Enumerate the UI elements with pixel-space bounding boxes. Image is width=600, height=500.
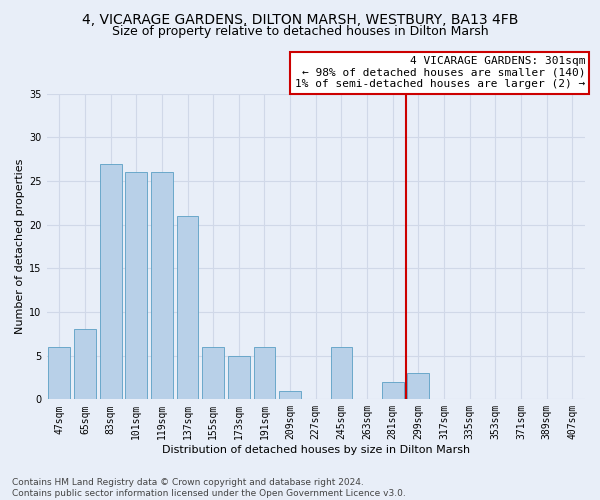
Bar xyxy=(279,390,301,400)
Bar xyxy=(331,347,352,400)
Text: Contains HM Land Registry data © Crown copyright and database right 2024.
Contai: Contains HM Land Registry data © Crown c… xyxy=(12,478,406,498)
Bar xyxy=(176,216,199,400)
Text: 4 VICARAGE GARDENS: 301sqm
← 98% of detached houses are smaller (140)
1% of semi: 4 VICARAGE GARDENS: 301sqm ← 98% of deta… xyxy=(295,56,585,90)
Bar xyxy=(100,164,122,400)
Bar xyxy=(125,172,147,400)
Bar xyxy=(49,347,70,400)
Text: 4, VICARAGE GARDENS, DILTON MARSH, WESTBURY, BA13 4FB: 4, VICARAGE GARDENS, DILTON MARSH, WESTB… xyxy=(82,12,518,26)
Bar xyxy=(382,382,404,400)
Bar xyxy=(74,330,96,400)
X-axis label: Distribution of detached houses by size in Dilton Marsh: Distribution of detached houses by size … xyxy=(162,445,470,455)
Text: Size of property relative to detached houses in Dilton Marsh: Size of property relative to detached ho… xyxy=(112,25,488,38)
Bar xyxy=(202,347,224,400)
Bar xyxy=(151,172,173,400)
Bar xyxy=(407,373,429,400)
Bar xyxy=(228,356,250,400)
Y-axis label: Number of detached properties: Number of detached properties xyxy=(15,159,25,334)
Bar xyxy=(254,347,275,400)
